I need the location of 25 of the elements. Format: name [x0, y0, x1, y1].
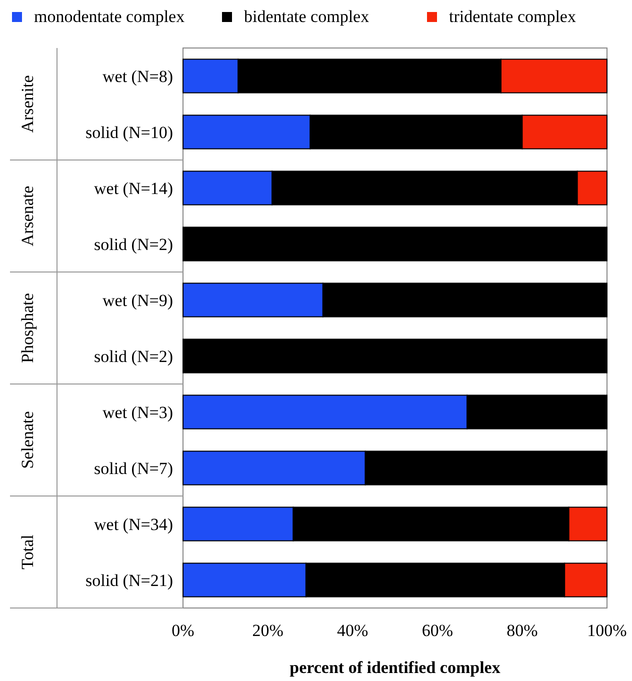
text: Selenate: [18, 411, 37, 469]
y-tick-label: solid (N=7): [94, 458, 173, 478]
y-tick-label: wet (N=14): [94, 178, 173, 198]
legend-label: monodentate complex: [34, 7, 186, 26]
text: Arsenite: [18, 75, 37, 133]
y-tick-label: solid (N=2): [94, 234, 173, 254]
legend-label: bidentate complex: [244, 7, 370, 26]
y-tick-label: solid (N=10): [86, 122, 173, 142]
y-tick-label: wet (N=34): [94, 514, 173, 534]
x-tick-label: 80%: [506, 621, 538, 640]
text: Phosphate: [18, 293, 37, 363]
y-tick-label: solid (N=21): [86, 570, 173, 590]
y-tick-label: wet (N=3): [102, 402, 173, 422]
y-tick-label: wet (N=8): [102, 66, 173, 86]
y-tick-label: wet (N=9): [102, 290, 173, 310]
legend-label: tridentate complex: [449, 7, 576, 26]
text: Total: [18, 534, 37, 570]
x-tick-label: 0%: [172, 621, 194, 640]
x-tick-label: 60%: [422, 621, 453, 640]
text: Arsenate: [18, 186, 37, 246]
x-tick-label: 20%: [252, 621, 284, 640]
y-tick-label: solid (N=2): [94, 346, 173, 366]
x-tick-label: 40%: [337, 621, 368, 640]
x-axis-title: percent of identified complex: [290, 658, 501, 677]
x-tick-label: 100%: [587, 621, 627, 640]
